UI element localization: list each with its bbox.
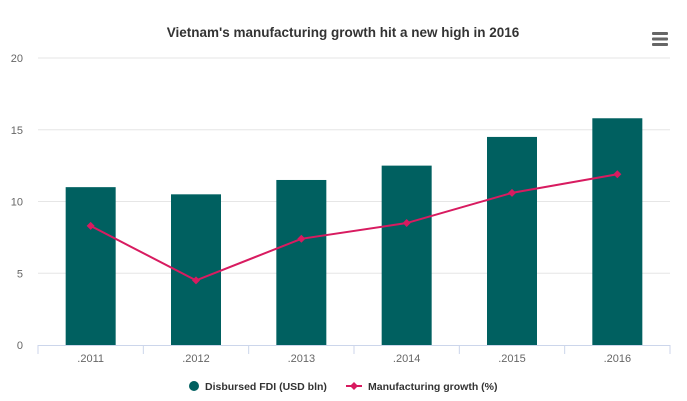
line-point[interactable] bbox=[402, 219, 411, 228]
y-tick-label: 5 bbox=[17, 268, 23, 280]
line-path bbox=[90, 173, 618, 282]
gridlines bbox=[38, 57, 670, 274]
line-point[interactable] bbox=[508, 188, 516, 197]
bar[interactable] bbox=[592, 118, 643, 346]
legend-symbol-line bbox=[350, 382, 358, 390]
legend-label-line[interactable]: Manufacturing growth (%) bbox=[368, 381, 498, 393]
bar[interactable] bbox=[171, 194, 221, 345]
x-tick-label: .2016 bbox=[604, 353, 632, 365]
legend-label-bar[interactable]: Disbursed FDI (USD bln) bbox=[205, 381, 327, 393]
x-axis-ticks: .2011 .2012 .2013 .2014 .2015 .2016 bbox=[77, 353, 631, 365]
y-axis-ticks: 0 5 10 15 20 bbox=[11, 53, 23, 352]
y-tick-label: 20 bbox=[11, 53, 23, 65]
y-tick-label: 0 bbox=[17, 340, 23, 352]
y-tick-label: 15 bbox=[11, 125, 23, 137]
legend: Disbursed FDI (USD bln) Manufacturing gro… bbox=[189, 381, 498, 393]
x-tick-label: .2013 bbox=[288, 353, 316, 365]
line-point[interactable] bbox=[86, 221, 95, 230]
line-point[interactable] bbox=[192, 276, 200, 285]
bar[interactable] bbox=[487, 136, 537, 345]
x-tick-label: .2012 bbox=[182, 353, 210, 365]
bar[interactable] bbox=[65, 187, 116, 345]
x-tick-label: .2015 bbox=[498, 353, 526, 365]
menu-icon[interactable] bbox=[650, 30, 670, 48]
x-tick-label: .2011 bbox=[77, 353, 104, 365]
line-point[interactable] bbox=[613, 170, 622, 179]
line-series bbox=[86, 170, 622, 285]
bar[interactable] bbox=[276, 179, 327, 345]
legend-symbol-bar bbox=[189, 381, 199, 391]
line-point[interactable] bbox=[297, 234, 306, 243]
chart-title: Vietnam's manufacturing growth hit a new… bbox=[167, 25, 520, 40]
x-tick-label: .2014 bbox=[393, 353, 421, 365]
bar-series bbox=[65, 118, 643, 346]
x-axis bbox=[37, 345, 671, 354]
bar[interactable] bbox=[381, 165, 432, 345]
y-tick-label: 10 bbox=[11, 197, 23, 209]
